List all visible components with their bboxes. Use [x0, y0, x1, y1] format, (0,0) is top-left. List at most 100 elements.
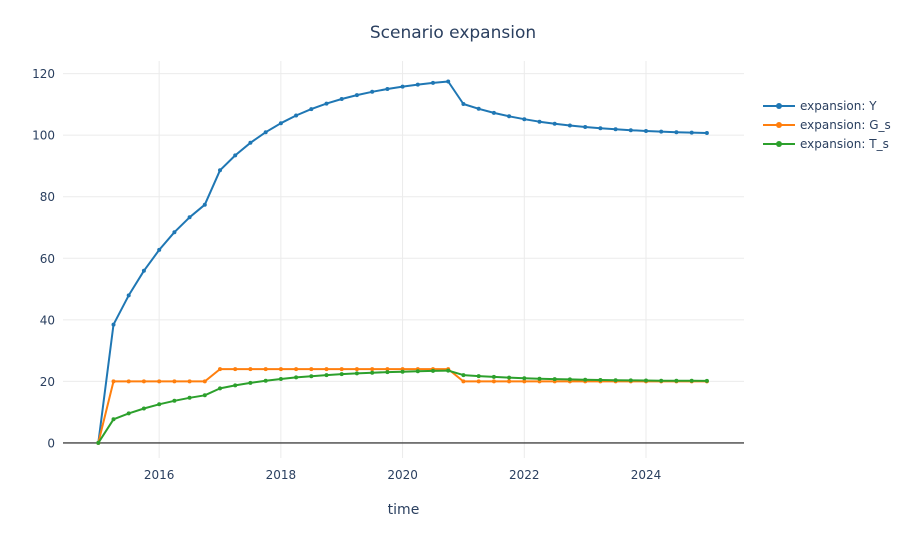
series-marker-expansion-y[interactable] — [294, 113, 299, 118]
series-marker-expansion-g-s[interactable] — [339, 367, 344, 372]
series-marker-expansion-t-s[interactable] — [659, 378, 664, 383]
series-marker-expansion-y[interactable] — [385, 87, 390, 91]
series-marker-expansion-y[interactable] — [415, 82, 420, 87]
series-marker-expansion-y[interactable] — [659, 129, 664, 134]
series-marker-expansion-y[interactable] — [187, 215, 192, 220]
series-marker-expansion-g-s[interactable] — [461, 379, 466, 384]
series-marker-expansion-t-s[interactable] — [263, 378, 268, 383]
series-marker-expansion-g-s[interactable] — [172, 379, 177, 384]
series-marker-expansion-t-s[interactable] — [598, 378, 603, 382]
series-marker-expansion-g-s[interactable] — [278, 367, 283, 372]
series-marker-expansion-y[interactable] — [628, 128, 633, 133]
series-marker-expansion-g-s[interactable] — [522, 379, 527, 384]
series-marker-expansion-y[interactable] — [613, 127, 618, 132]
series-marker-expansion-g-s[interactable] — [187, 379, 192, 384]
series-marker-expansion-y[interactable] — [704, 131, 709, 135]
series-marker-expansion-y[interactable] — [278, 121, 283, 126]
series-marker-expansion-y[interactable] — [233, 153, 238, 158]
series-marker-expansion-t-s[interactable] — [522, 376, 527, 381]
series-marker-expansion-t-s[interactable] — [157, 402, 162, 407]
series-marker-expansion-g-s[interactable] — [385, 367, 390, 372]
series-marker-expansion-y[interactable] — [202, 202, 207, 207]
series-marker-expansion-g-s[interactable] — [218, 367, 222, 372]
series-marker-expansion-y[interactable] — [491, 110, 496, 115]
series-marker-expansion-t-s[interactable] — [354, 371, 359, 376]
series-marker-expansion-g-s[interactable] — [111, 379, 116, 384]
series-marker-expansion-t-s[interactable] — [324, 373, 329, 378]
series-marker-expansion-t-s[interactable] — [202, 393, 207, 398]
series-marker-expansion-g-s[interactable] — [202, 379, 207, 384]
series-marker-expansion-y[interactable] — [583, 125, 588, 129]
series-marker-expansion-t-s[interactable] — [172, 398, 177, 403]
series-marker-expansion-y[interactable] — [354, 93, 359, 98]
series-marker-expansion-t-s[interactable] — [385, 370, 390, 375]
series-marker-expansion-g-s[interactable] — [263, 367, 268, 372]
series-marker-expansion-t-s[interactable] — [415, 369, 420, 374]
series-marker-expansion-g-s[interactable] — [126, 379, 131, 384]
series-marker-expansion-y[interactable] — [598, 126, 603, 131]
series-marker-expansion-g-s[interactable] — [233, 367, 238, 372]
series-marker-expansion-y[interactable] — [689, 130, 694, 135]
series-marker-expansion-t-s[interactable] — [507, 375, 512, 380]
series-marker-expansion-t-s[interactable] — [537, 376, 542, 381]
series-marker-expansion-t-s[interactable] — [628, 378, 633, 383]
legend-item-expansion-g-s[interactable]: expansion: G_s — [763, 115, 891, 134]
series-marker-expansion-y[interactable] — [324, 101, 329, 106]
series-marker-expansion-g-s[interactable] — [248, 367, 253, 372]
series-marker-expansion-t-s[interactable] — [187, 395, 192, 400]
series-marker-expansion-t-s[interactable] — [567, 377, 572, 382]
series-marker-expansion-g-s[interactable] — [141, 379, 146, 384]
series-marker-expansion-t-s[interactable] — [704, 378, 709, 383]
series-marker-expansion-g-s[interactable] — [507, 379, 512, 384]
series-marker-expansion-t-s[interactable] — [294, 375, 299, 380]
series-marker-expansion-y[interactable] — [461, 102, 466, 106]
series-marker-expansion-y[interactable] — [476, 106, 481, 111]
series-marker-expansion-t-s[interactable] — [400, 369, 405, 374]
series-marker-expansion-t-s[interactable] — [248, 380, 253, 385]
series-marker-expansion-y[interactable] — [537, 119, 542, 124]
series-marker-expansion-t-s[interactable] — [491, 374, 496, 379]
series-marker-expansion-y[interactable] — [248, 140, 253, 145]
series-marker-expansion-g-s[interactable] — [309, 367, 314, 372]
series-marker-expansion-t-s[interactable] — [446, 368, 451, 373]
series-marker-expansion-y[interactable] — [339, 97, 344, 101]
series-marker-expansion-t-s[interactable] — [126, 411, 131, 416]
series-marker-expansion-g-s[interactable] — [476, 379, 481, 384]
series-marker-expansion-y[interactable] — [552, 121, 557, 126]
series-marker-expansion-t-s[interactable] — [309, 374, 314, 379]
series-marker-expansion-t-s[interactable] — [233, 383, 238, 388]
series-marker-expansion-y[interactable] — [141, 268, 146, 273]
series-marker-expansion-g-s[interactable] — [294, 367, 299, 372]
series-marker-expansion-y[interactable] — [507, 114, 512, 119]
series-marker-expansion-t-s[interactable] — [689, 378, 694, 383]
series-marker-expansion-g-s[interactable] — [157, 379, 162, 384]
series-expansion-t-s[interactable] — [96, 368, 709, 445]
series-marker-expansion-y[interactable] — [263, 130, 268, 135]
legend-item-expansion-y[interactable]: expansion: Y — [763, 96, 891, 115]
series-marker-expansion-y[interactable] — [218, 168, 222, 173]
series-marker-expansion-t-s[interactable] — [476, 374, 481, 379]
series-marker-expansion-y[interactable] — [172, 230, 177, 235]
series-marker-expansion-t-s[interactable] — [613, 378, 618, 383]
series-marker-expansion-t-s[interactable] — [583, 377, 588, 382]
series-marker-expansion-t-s[interactable] — [339, 372, 344, 377]
series-marker-expansion-t-s[interactable] — [644, 378, 648, 383]
series-marker-expansion-t-s[interactable] — [431, 368, 435, 373]
series-marker-expansion-t-s[interactable] — [141, 406, 146, 411]
series-marker-expansion-t-s[interactable] — [218, 386, 222, 391]
series-marker-expansion-y[interactable] — [567, 123, 572, 128]
series-marker-expansion-g-s[interactable] — [324, 367, 329, 372]
series-marker-expansion-g-s[interactable] — [491, 379, 496, 384]
series-marker-expansion-t-s[interactable] — [461, 373, 466, 378]
series-marker-expansion-y[interactable] — [309, 107, 314, 112]
series-marker-expansion-y[interactable] — [157, 247, 162, 252]
series-marker-expansion-y[interactable] — [522, 117, 527, 122]
series-marker-expansion-t-s[interactable] — [552, 377, 557, 382]
series-marker-expansion-y[interactable] — [111, 322, 116, 327]
series-marker-expansion-t-s[interactable] — [96, 440, 101, 445]
series-marker-expansion-y[interactable] — [126, 293, 131, 298]
series-marker-expansion-g-s[interactable] — [354, 367, 359, 372]
legend-item-expansion-t-s[interactable]: expansion: T_s — [763, 134, 891, 153]
series-marker-expansion-y[interactable] — [431, 80, 435, 85]
series-marker-expansion-t-s[interactable] — [111, 417, 116, 422]
